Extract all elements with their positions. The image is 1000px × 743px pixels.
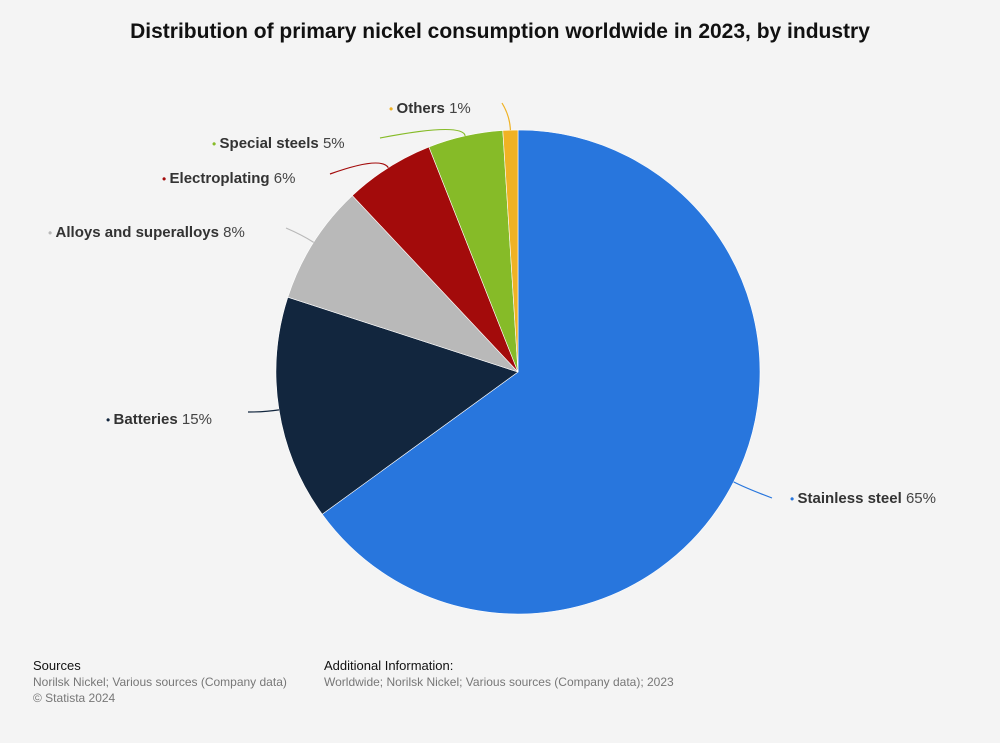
additional-info-block: Additional Information: Worldwide; Noril…: [324, 658, 674, 690]
sources-heading: Sources: [33, 658, 81, 673]
connector-line-others: [501, 102, 511, 131]
pie-slice-alloys-and-superalloys[interactable]: [287, 195, 519, 373]
pie-slice-stainless-steel[interactable]: [321, 129, 761, 615]
copyright-text: © Statista 2024: [33, 691, 116, 705]
data-label-others: • Others 1%: [389, 100, 471, 117]
pie-slice-others[interactable]: [502, 129, 519, 373]
connector-line-alloys-and-superalloys: [285, 227, 314, 243]
data-label-alloys-and-superalloys: • Alloys and superalloys 8%: [48, 224, 245, 241]
data-label-special-steels: • Special steels 5%: [212, 135, 345, 152]
sources-block: Sources Norilsk Nickel; Various sources …: [33, 658, 287, 706]
connector-line-batteries: [247, 409, 280, 413]
chart-title: Distribution of primary nickel consumpti…: [130, 20, 870, 43]
data-label-electroplating: • Electroplating 6%: [162, 170, 295, 187]
sources-text: Norilsk Nickel; Various sources (Company…: [33, 675, 287, 689]
connector-line-stainless-steel: [733, 481, 773, 499]
connector-line-special-steels: [379, 128, 466, 139]
data-label-stainless-steel: • Stainless steel 65%: [790, 490, 936, 507]
connector-line-electroplating: [329, 162, 389, 175]
additional-info-heading: Additional Information:: [324, 658, 454, 673]
data-label-batteries: • Batteries 15%: [106, 411, 212, 428]
additional-info-text: Worldwide; Norilsk Nickel; Various sourc…: [324, 675, 674, 689]
